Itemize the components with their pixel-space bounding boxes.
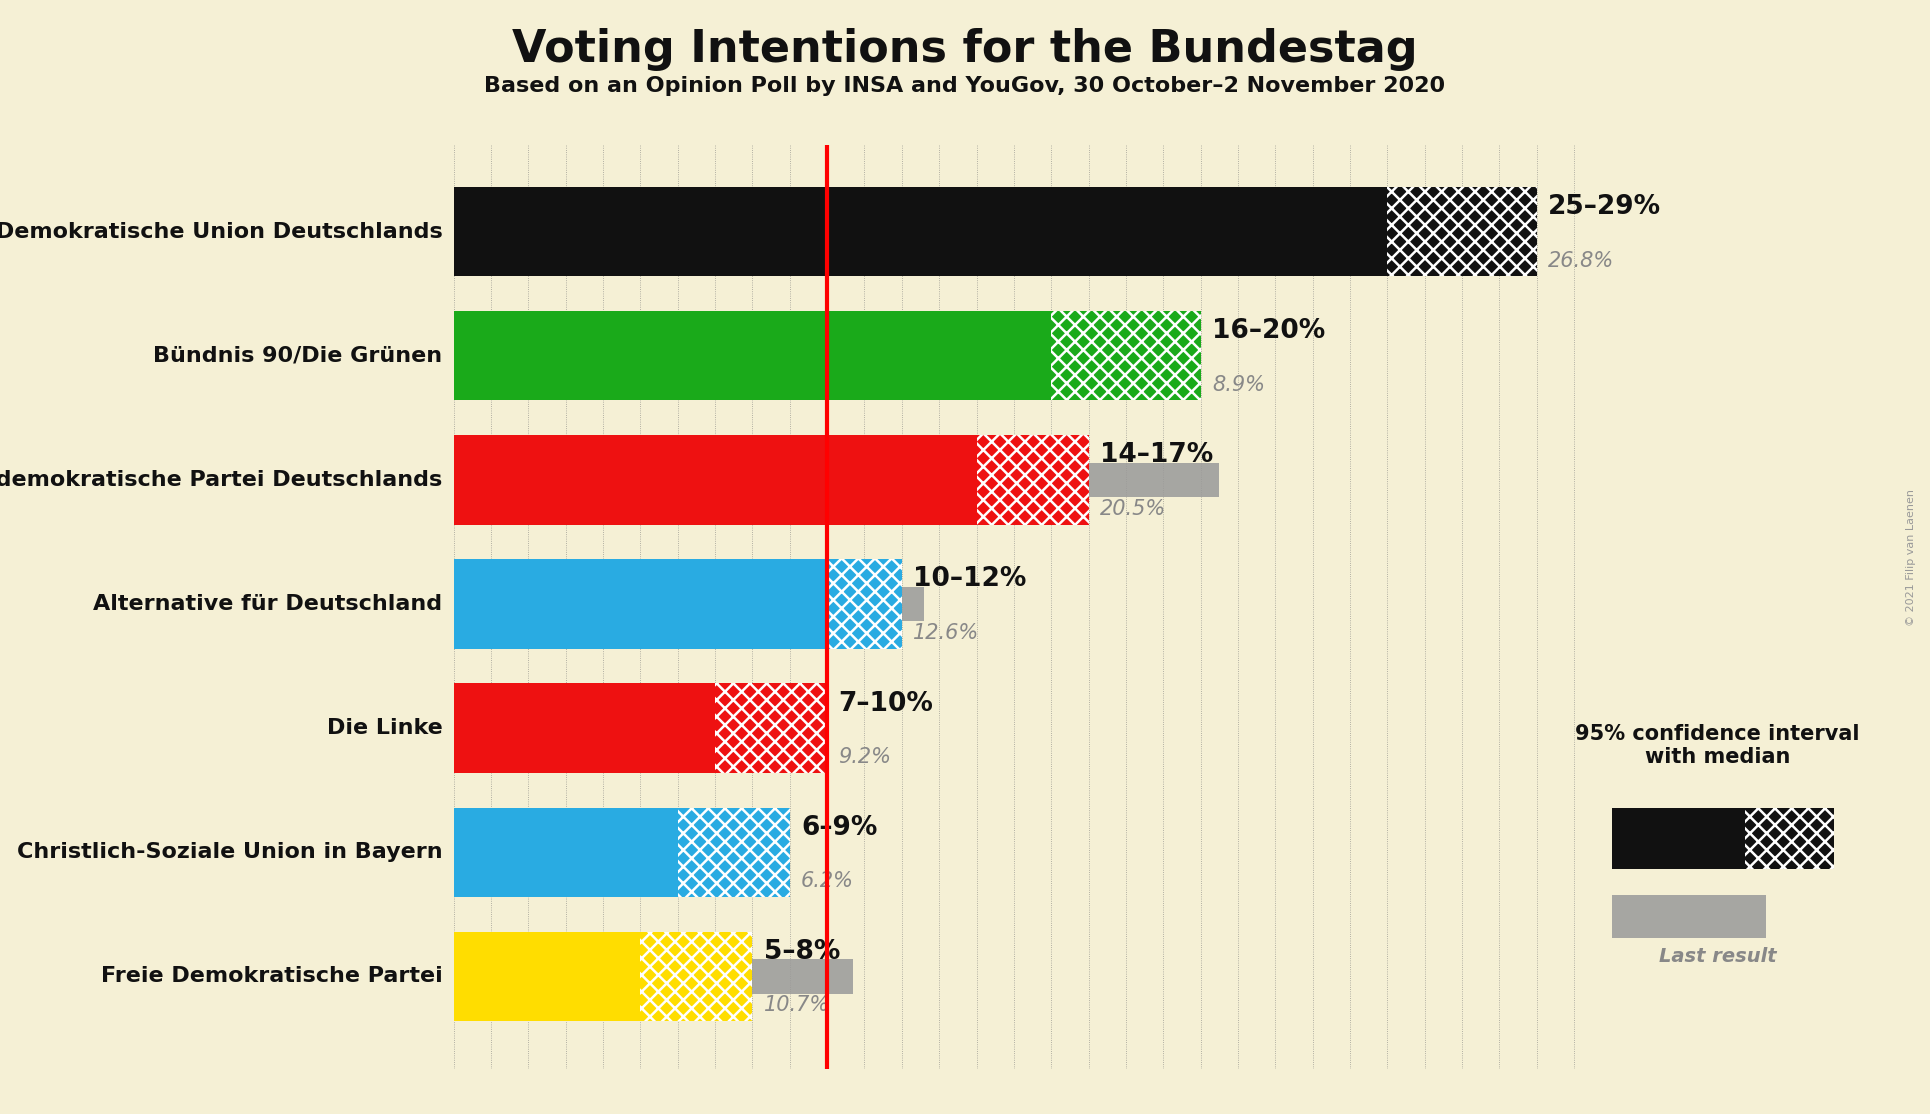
Bar [454,711,797,745]
Text: 95% confidence interval
with median: 95% confidence interval with median [1575,724,1861,768]
Bar [828,559,901,648]
Text: 10.7%: 10.7% [764,996,830,1015]
Text: 9.2%: 9.2% [838,747,892,768]
Text: 6.2%: 6.2% [801,871,853,891]
Bar [677,808,789,897]
Bar [454,931,641,1022]
Bar [454,214,1455,250]
Text: 20.5%: 20.5% [1100,499,1166,519]
Text: 26.8%: 26.8% [1548,251,1613,271]
Bar [977,436,1089,525]
Text: Sozialdemokratische Partei Deutschlands: Sozialdemokratische Partei Deutschlands [0,470,442,490]
Bar [1745,808,1834,869]
Bar [1612,895,1766,938]
Text: Christlich Demokratische Union Deutschlands: Christlich Demokratische Union Deutschla… [0,222,442,242]
Bar [454,436,977,525]
Bar [454,684,714,773]
Text: Alternative für Deutschland: Alternative für Deutschland [93,594,442,614]
Text: 5–8%: 5–8% [764,939,840,965]
Text: 8.9%: 8.9% [1212,374,1264,394]
Text: Based on an Opinion Poll by INSA and YouGov, 30 October–2 November 2020: Based on an Opinion Poll by INSA and You… [484,76,1446,96]
Bar [454,959,853,994]
Bar [454,311,1052,401]
Bar [454,587,924,622]
Bar [454,187,1388,276]
Text: 16–20%: 16–20% [1212,319,1326,344]
Bar [1612,808,1745,869]
Bar [1388,187,1536,276]
Text: 7–10%: 7–10% [838,691,934,716]
Text: Last result: Last result [1660,947,1776,966]
Text: Christlich-Soziale Union in Bayern: Christlich-Soziale Union in Bayern [17,842,442,862]
Text: © 2021 Filip van Laenen: © 2021 Filip van Laenen [1907,489,1916,625]
Text: 25–29%: 25–29% [1548,194,1662,221]
Text: Bündnis 90/Die Grünen: Bündnis 90/Die Grünen [152,345,442,365]
Bar [641,931,753,1022]
Text: 10–12%: 10–12% [913,566,1027,593]
Text: Die Linke: Die Linke [326,719,442,739]
Text: Voting Intentions for the Bundestag: Voting Intentions for the Bundestag [511,28,1419,71]
Text: 14–17%: 14–17% [1100,442,1214,468]
Bar [454,462,1220,497]
Bar [714,684,828,773]
Text: 6–9%: 6–9% [801,814,878,841]
Text: Freie Demokratische Partei: Freie Demokratische Partei [100,966,442,986]
Bar [1052,311,1200,401]
Bar [454,559,828,648]
Bar [454,808,677,897]
Bar [454,834,685,870]
Bar [454,339,786,373]
Text: 12.6%: 12.6% [913,623,979,643]
